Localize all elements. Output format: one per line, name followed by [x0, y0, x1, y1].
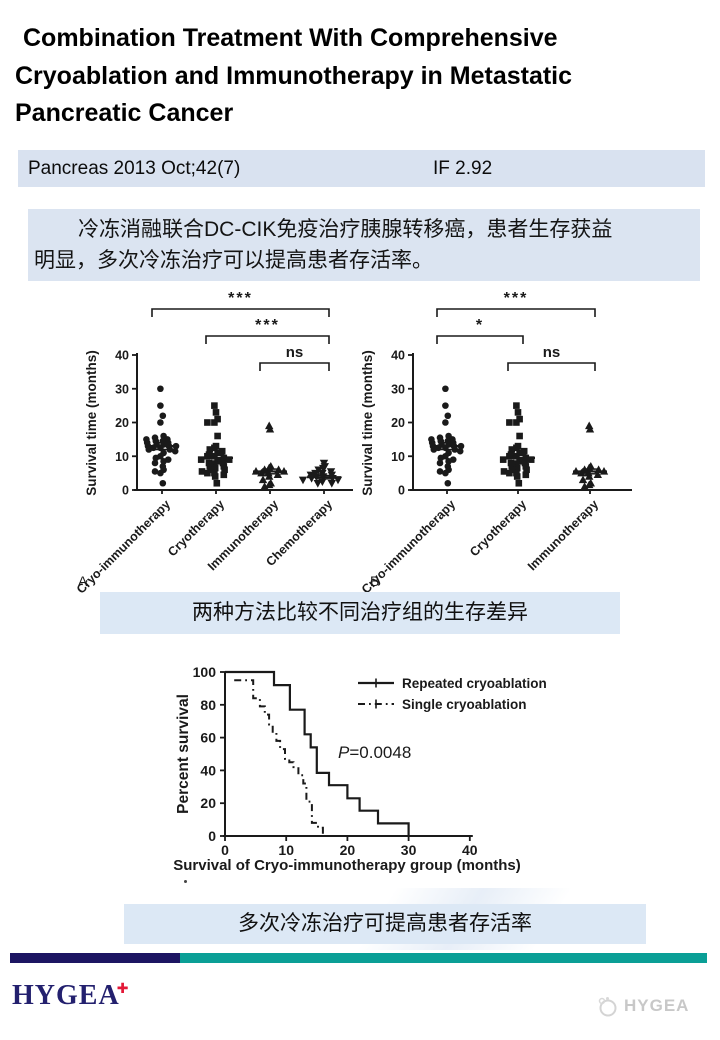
globe-icon	[598, 997, 617, 1017]
watermark-text: HYGEA	[624, 996, 690, 1015]
svg-text:A: A	[78, 573, 88, 589]
svg-text:Cryo-immunotherapy: Cryo-immunotherapy	[74, 497, 173, 596]
page-title: Combination Treatment With Comprehensive…	[15, 20, 710, 133]
svg-text:40: 40	[115, 349, 129, 363]
svg-text:P=0.0048: P=0.0048	[338, 743, 411, 762]
svg-text:B: B	[370, 573, 379, 589]
footer-bar-navy	[10, 953, 180, 963]
svg-text:20: 20	[340, 842, 356, 858]
svg-text:0: 0	[208, 828, 216, 844]
hygea-logo: HYGEA✚	[12, 980, 131, 1012]
title-line: Pancreatic Cancer	[15, 99, 234, 127]
summary-box: 冷冻消融联合DC-CIK免疫治疗胰腺转移癌，患者生存获益 明显，多次冷冻治疗可以…	[28, 209, 700, 281]
stray-dot	[184, 880, 187, 883]
svg-text:Percent survival: Percent survival	[175, 694, 192, 814]
svg-text:ns: ns	[543, 344, 561, 361]
svg-text:30: 30	[401, 842, 417, 858]
title-line: Cryoablation and Immunotherapy in Metast…	[15, 61, 573, 90]
svg-text:Cryotherapy: Cryotherapy	[467, 497, 529, 559]
svg-text:10: 10	[278, 842, 294, 858]
svg-text:40: 40	[462, 842, 478, 858]
hygea-logo-text: HYGEA	[12, 980, 120, 1011]
journal-banner: Pancreas 2013 Oct;42(7) IF 2.92	[18, 150, 705, 187]
summary-line: 明显，多次冷冻治疗可以提高患者存活率。	[34, 249, 433, 272]
title-line: Combination Treatment With Comprehensive	[23, 24, 558, 52]
red-cross-icon: ✚	[116, 981, 129, 997]
svg-text:Immunotherapy: Immunotherapy	[525, 497, 601, 573]
km-caption: 多次冷冻治疗可提高患者存活率	[124, 904, 646, 944]
svg-text:***: ***	[504, 290, 529, 307]
svg-text:40: 40	[391, 349, 405, 363]
svg-text:0: 0	[122, 484, 129, 498]
journal-citation: Pancreas 2013 Oct;42(7)	[28, 158, 241, 179]
svg-text:0: 0	[398, 484, 405, 498]
footer-bar-teal	[180, 953, 707, 963]
hygea-watermark: HYGEA	[596, 995, 689, 1017]
svg-text:Survival time (months): Survival time (months)	[84, 350, 99, 496]
svg-text:10: 10	[391, 450, 405, 464]
svg-text:Repeated cryoablation: Repeated cryoablation	[402, 676, 547, 691]
svg-text:30: 30	[115, 382, 129, 396]
summary-line: 冷冻消融联合DC-CIK免疫治疗胰腺转移癌，患者生存获益	[78, 218, 613, 241]
scatter-caption: 两种方法比较不同治疗组的生存差异	[100, 592, 620, 634]
svg-text:10: 10	[115, 450, 129, 464]
svg-text:Survival time (months): Survival time (months)	[360, 350, 375, 496]
svg-text:ns: ns	[286, 344, 304, 361]
svg-text:***: ***	[255, 317, 280, 334]
svg-text:Survival of Cryo-immunotherapy: Survival of Cryo-immunotherapy group (mo…	[173, 857, 521, 874]
svg-text:30: 30	[391, 382, 405, 396]
impact-factor: IF 2.92	[433, 158, 493, 179]
svg-text:20: 20	[115, 416, 129, 430]
svg-text:20: 20	[200, 795, 216, 811]
svg-text:40: 40	[200, 762, 216, 778]
svg-text:0: 0	[221, 842, 229, 858]
svg-text:***: ***	[228, 290, 253, 307]
svg-text:60: 60	[200, 730, 216, 746]
svg-text:100: 100	[193, 664, 217, 680]
svg-text:*: *	[476, 317, 484, 334]
svg-text:20: 20	[391, 416, 405, 430]
svg-text:80: 80	[200, 697, 216, 713]
svg-text:Single cryoablation: Single cryoablation	[402, 697, 527, 712]
